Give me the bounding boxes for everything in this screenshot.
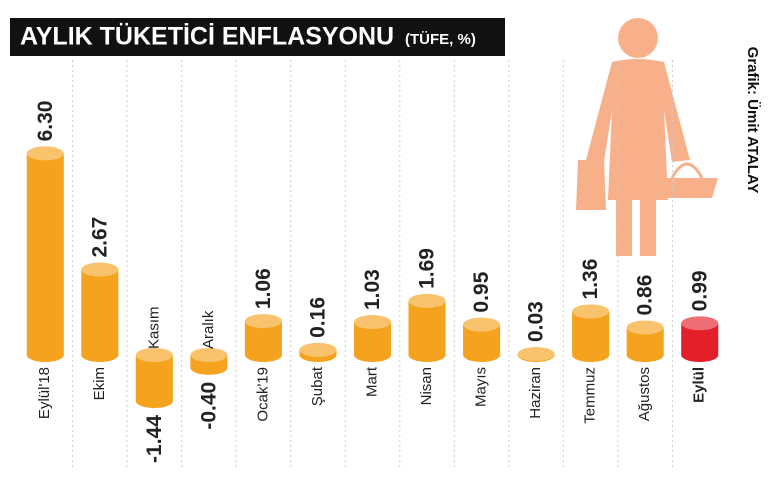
- value-label: 2.67: [88, 217, 111, 258]
- bar-cap: [299, 342, 337, 357]
- bar: [408, 300, 446, 355]
- bar-cap: [81, 262, 119, 277]
- value-label: -1.44: [143, 415, 166, 463]
- value-label: 0.86: [634, 275, 657, 316]
- value-label: 1.06: [252, 268, 275, 309]
- bar-cap: [517, 347, 555, 362]
- bar: [135, 355, 173, 402]
- bar-cap: [190, 348, 228, 362]
- shopper-illustration: [576, 18, 718, 256]
- bar-base: [626, 348, 664, 362]
- x-tick-label: Kasım: [145, 306, 162, 349]
- x-tick-label: Mayıs: [473, 367, 490, 407]
- x-tick-label: Ekim: [91, 367, 108, 400]
- x-tick-label: Ağustos: [636, 367, 653, 421]
- bar-base: [681, 348, 719, 362]
- bar-cap: [681, 316, 719, 331]
- bar-base: [135, 394, 173, 409]
- x-tick-label: Mart: [363, 366, 380, 397]
- x-tick-label: Aralık: [200, 310, 217, 349]
- bar-base: [463, 348, 501, 362]
- x-tick-label: Haziran: [527, 367, 544, 419]
- bar-base: [244, 348, 282, 362]
- title-bar: [10, 18, 505, 56]
- bar-cap: [408, 293, 446, 308]
- bar-cap: [626, 320, 664, 335]
- x-tick-label: Şubat: [309, 366, 326, 406]
- bar-cap: [244, 314, 282, 329]
- plot-area: 6.30 Eylül'18 2.67 Ekim -1.44 Kasım -0.40 Aralı…: [26, 60, 719, 470]
- credit: Grafik: Ümit ATALAY: [744, 47, 761, 194]
- x-tick-label: Temmuz: [582, 367, 599, 424]
- value-label: 0.95: [470, 271, 493, 312]
- bar-base: [81, 348, 119, 362]
- bar-cap: [135, 348, 173, 362]
- bar-base: [26, 348, 64, 362]
- value-label: 6.30: [34, 101, 57, 142]
- x-tick-label: Ocak'19: [254, 367, 271, 422]
- bar-base: [353, 348, 392, 362]
- x-tick-label: Eylül: [691, 367, 708, 403]
- x-tick-label: Eylül'18: [36, 367, 53, 419]
- bar: [81, 269, 119, 355]
- bar-base: [408, 348, 446, 362]
- value-label: 0.03: [525, 301, 548, 342]
- value-label: 1.03: [361, 269, 384, 310]
- value-label: 0.16: [307, 297, 330, 338]
- value-label: -0.40: [197, 382, 220, 430]
- bar-cap: [26, 146, 64, 161]
- chart-subtitle: (TÜFE, %): [405, 31, 476, 48]
- value-label: 1.69: [416, 248, 439, 289]
- bar: [26, 153, 64, 355]
- bar-cap: [572, 304, 610, 319]
- value-label: 0.99: [688, 270, 711, 311]
- bar-cap: [353, 315, 392, 330]
- value-label: 1.36: [579, 259, 602, 300]
- chart-title: AYLIK TÜKETİCİ ENFLASYONU: [20, 22, 394, 51]
- bar: [572, 311, 610, 355]
- bar-base: [190, 360, 228, 375]
- bar-cap: [463, 317, 501, 332]
- x-tick-label: Nisan: [418, 367, 435, 405]
- bar-base: [572, 348, 610, 362]
